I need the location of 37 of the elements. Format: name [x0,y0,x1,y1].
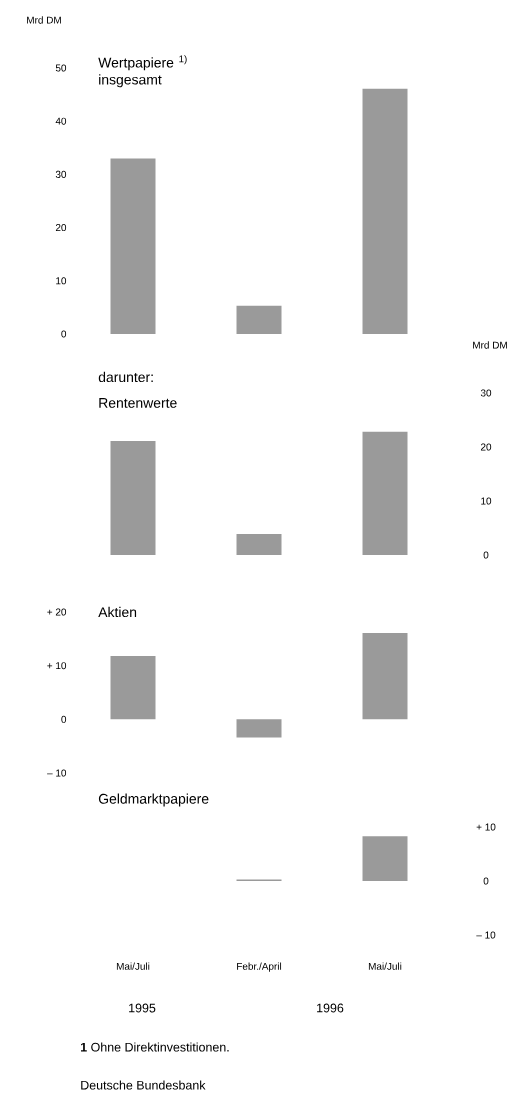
y-tick-label: 30 [480,389,492,397]
y-tick-label: 10 [481,497,492,505]
chart-title: Rentenwerte [99,398,177,408]
bar [362,88,408,334]
y-tick-label: 0 [483,551,489,559]
y-tick-label: 50 [55,64,67,72]
chart-subtitle: darunter: [98,371,153,383]
y-tick-label: – 10 [47,769,67,777]
chart-title: Aktien [98,606,137,618]
y-tick-label: 0 [61,330,67,338]
x-tick-label: Febr./April [237,962,282,972]
chart-title: Geldmarktpapiere [98,793,209,807]
y-tick-label: 20 [55,224,67,232]
y-tick-label: 30 [55,170,67,178]
y-axis-title: Mrd DM [27,16,61,24]
y-tick-label: + 10 [47,662,67,670]
bar [110,441,156,555]
x-tick-label: Mai/Juli [116,962,150,970]
bar [110,656,156,720]
text: 1996 [317,1003,344,1013]
bar [236,533,282,555]
y-tick-label: 40 [55,117,67,125]
bar [362,632,408,720]
y-tick-label: 10 [56,277,67,285]
y-axis-title: Mrd DM [473,341,507,349]
chart-title: Wertpapiere $^{1)}$ insgesamt [98,55,187,88]
y-tick-label: + 20 [47,608,67,616]
bar [236,305,282,334]
text: 1995 [129,1003,156,1013]
bar [236,719,282,738]
y-tick-label: 0 [61,715,67,723]
bar [110,158,156,334]
text: 1 Ohne Direktinvestitionen. [81,1042,229,1052]
text: Deutsche Bundesbank [81,1080,206,1090]
y-tick-label: 20 [480,443,492,451]
bar [362,431,408,555]
x-tick-label: Mai/Juli [368,962,402,970]
